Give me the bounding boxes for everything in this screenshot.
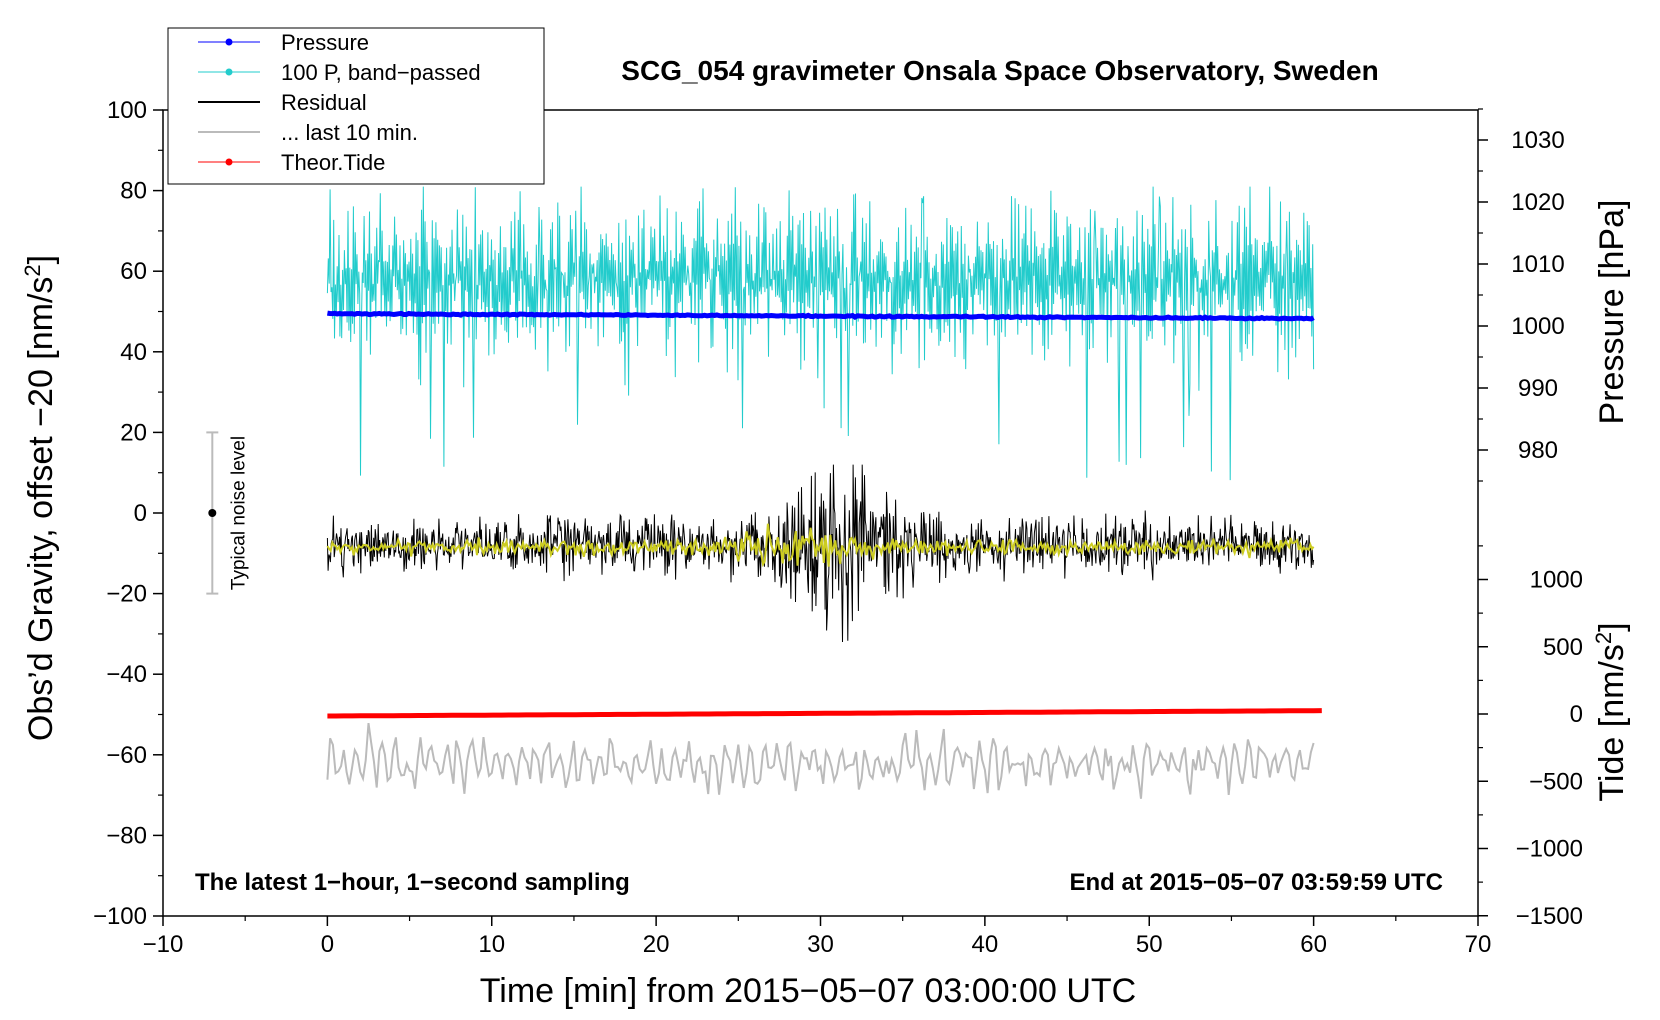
tide-tick-label: −1500 xyxy=(1516,903,1583,930)
x-tick-label: 10 xyxy=(478,931,505,958)
series-bandpassed-pressure xyxy=(326,186,1315,481)
note-right: End at 2015−05−07 03:59:59 UTC xyxy=(1069,869,1443,896)
legend-box xyxy=(167,27,545,185)
tide-tick-label: −500 xyxy=(1529,768,1583,795)
y-tick-label: 100 xyxy=(107,97,147,124)
legend-label-theor-tide: Theor.Tide xyxy=(281,150,385,175)
tide-tick-label: 1000 xyxy=(1530,567,1583,594)
tide-tick-label: 500 xyxy=(1543,634,1583,661)
pressure-tick-label: 990 xyxy=(1518,375,1558,402)
x-tick-label: 0 xyxy=(321,931,334,958)
noise-bar-center-dot xyxy=(208,509,217,517)
tide-axis-title: Tide [nm/s2] xyxy=(1591,622,1631,801)
x-tick-label: 60 xyxy=(1300,931,1327,958)
axes-layer: −10 0 10 20 30 40 50 60 70100806040200−20−40−60−… xyxy=(93,97,1583,958)
chart-title: SCG_054 gravimeter Onsala Space Observat… xyxy=(621,55,1378,86)
tide-axis-title-close: ] xyxy=(1593,622,1631,631)
x-tick-label: 70 xyxy=(1465,931,1492,958)
series-theor-tide xyxy=(327,708,1322,719)
series-residual xyxy=(326,464,1315,643)
y-tick-label: −100 xyxy=(93,903,147,930)
x-tick-label: 50 xyxy=(1136,931,1163,958)
pressure-tick-label: 1020 xyxy=(1511,189,1564,216)
pressure-tick-label: 1010 xyxy=(1511,251,1564,278)
x-tick-label: −10 xyxy=(143,931,184,958)
y-tick-label: −80 xyxy=(106,822,147,849)
legend-label-residual: Residual xyxy=(281,90,367,115)
y-tick-label: −20 xyxy=(106,581,147,608)
y-axis-title-close: ] xyxy=(22,255,60,264)
legend-marker-100-p-band-passed xyxy=(225,68,233,76)
data-layer xyxy=(326,186,1322,799)
series-pressure xyxy=(326,310,1315,322)
x-tick-label: 20 xyxy=(643,931,670,958)
tide-axis-title-main: Tide [nm/s xyxy=(1593,644,1631,801)
x-tick-label: 30 xyxy=(807,931,834,958)
tide-tick-label: −1000 xyxy=(1516,836,1583,863)
tide-tick-label: 0 xyxy=(1570,701,1583,728)
y-tick-label: 40 xyxy=(120,339,147,366)
y-tick-label: 0 xyxy=(134,500,147,527)
series-last-10-min xyxy=(326,523,1315,568)
legend-marker-theor-tide xyxy=(225,158,233,166)
pressure-tick-label: 1000 xyxy=(1511,313,1564,340)
noise-bar-label: Typical noise level xyxy=(228,436,249,590)
y-axis-title-main: Obs’d Gravity, offset −20 [nm/s xyxy=(22,277,60,742)
y-tick-label: −40 xyxy=(106,661,147,688)
pressure-tick-label: 980 xyxy=(1518,437,1558,464)
pressure-tick-label: 1030 xyxy=(1511,127,1564,154)
y-tick-label: −60 xyxy=(106,742,147,769)
y-tick-label: 60 xyxy=(120,258,147,285)
legend-label-100-p-band-passed: 100 P, band−passed xyxy=(281,60,481,85)
y-axis-title-sup: 2 xyxy=(20,264,45,276)
y-tick-label: 80 xyxy=(120,178,147,205)
y-axis-title: Obs’d Gravity, offset −20 [nm/s2] xyxy=(20,255,60,741)
legend-marker-pressure xyxy=(225,38,233,46)
noise-level-bar: Typical noise level xyxy=(206,431,249,595)
tide-axis-title-sup: 2 xyxy=(1591,632,1616,644)
legend: Pressure 100 P, band−passed Residual ... la… xyxy=(167,27,545,185)
legend-label-last-10-min: ... last 10 min. xyxy=(281,120,418,145)
x-tick-label: 40 xyxy=(972,931,999,958)
series-last-10-min-expanded xyxy=(326,722,1315,799)
legend-label-pressure: Pressure xyxy=(281,30,369,55)
x-axis-title: Time [min] from 2015−05−07 03:00:00 UTC xyxy=(480,972,1136,1010)
y-tick-label: 20 xyxy=(120,419,147,446)
pressure-axis-title: Pressure [hPa] xyxy=(1593,200,1631,425)
note-left: The latest 1−hour, 1−second sampling xyxy=(195,869,630,896)
